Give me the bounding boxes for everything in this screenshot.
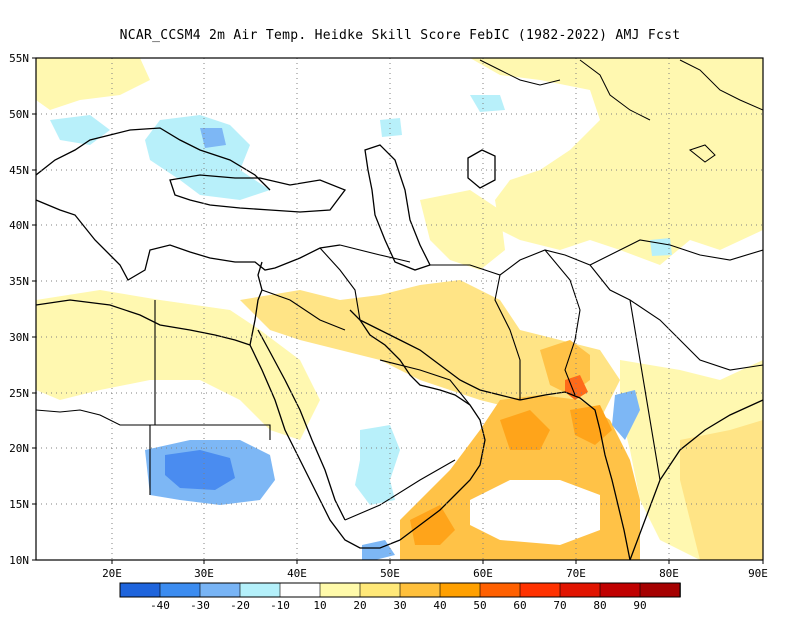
lon-label: 20E <box>102 567 122 580</box>
shade-north-yellow <box>36 58 150 110</box>
colorbar-label: 70 <box>553 599 566 612</box>
lat-label: 20N <box>9 442 29 455</box>
colorbar-label: 40 <box>433 599 446 612</box>
shade-saudi-blue <box>355 425 400 505</box>
shade-misc-blue-3 <box>612 390 640 440</box>
shade-mideast-yellow <box>420 190 505 270</box>
shade-misc-blue-1 <box>470 95 505 112</box>
shade-turkey-deep-blue <box>200 128 226 148</box>
shade-misc-blue-4 <box>380 118 402 137</box>
colorbar-swatch <box>319 582 361 598</box>
lon-label: 90E <box>748 567 768 580</box>
shade-arabian-sea-white <box>470 480 600 545</box>
shade-central-yellow <box>240 280 620 430</box>
lat-label: 30N <box>9 331 29 344</box>
lon-label: 40E <box>287 567 307 580</box>
colorbar-label: 60 <box>513 599 526 612</box>
colorbar-swatch <box>399 582 441 598</box>
lat-label: 40N <box>9 219 29 232</box>
shade-turkey-blue <box>145 115 270 200</box>
lat-label: 15N <box>9 498 29 511</box>
shade-dark-orange-spot-2 <box>410 505 455 545</box>
colorbar-swatch <box>559 582 601 598</box>
colorbar-label: 90 <box>633 599 646 612</box>
colorbar-swatch <box>639 582 681 598</box>
colorbar-swatch <box>199 582 241 598</box>
shade-southwest-yellow <box>36 290 320 440</box>
lon-label: 50E <box>380 567 400 580</box>
colorbar-label: 30 <box>393 599 406 612</box>
tick-marks <box>32 57 764 564</box>
shade-dark-orange-spot-1 <box>500 410 550 450</box>
lon-label: 70E <box>566 567 586 580</box>
colorbar-frame <box>119 582 681 598</box>
lon-label: 60E <box>473 567 493 580</box>
colorbar-swatch <box>479 582 521 598</box>
colorbar-swatch <box>239 582 281 598</box>
colorbar-label: 20 <box>353 599 366 612</box>
lat-label: 25N <box>9 387 29 400</box>
lat-label: 45N <box>9 164 29 177</box>
coastlines <box>36 59 763 560</box>
colorbar-label: -10 <box>270 599 290 612</box>
latitude-labels: 55N 50N 45N 40N 35N 30N 25N 20N 15N 10N <box>9 52 29 567</box>
lon-label: 30E <box>194 567 214 580</box>
colorbar-label: 50 <box>473 599 486 612</box>
colorbar-swatch <box>519 582 561 598</box>
colorbar-label: 10 <box>313 599 326 612</box>
colorbar-swatch <box>359 582 401 598</box>
lat-label: 55N <box>9 52 29 65</box>
shade-northeast-yellow <box>470 58 763 265</box>
graticule <box>36 58 763 560</box>
colorbar-swatch <box>599 582 641 598</box>
skill-score-shading <box>36 58 763 560</box>
shade-sudan-deep-blue <box>165 450 235 490</box>
lon-label: 80E <box>659 567 679 580</box>
colorbar-swatch <box>439 582 481 598</box>
longitude-labels: 20E 30E 40E 50E 60E 70E 80E 90E <box>102 567 768 580</box>
lat-label: 35N <box>9 275 29 288</box>
shade-india-orange <box>680 420 763 560</box>
colorbar-label: -20 <box>230 599 250 612</box>
lat-label: 10N <box>9 554 29 567</box>
colorbar-swatch <box>119 582 161 598</box>
lat-label: 50N <box>9 108 29 121</box>
colorbar: -40 -30 -20 -10 10 20 30 40 50 60 70 80 … <box>119 582 681 612</box>
colorbar-label: -30 <box>190 599 210 612</box>
colorbar-swatch <box>279 582 321 598</box>
colorbar-swatch <box>159 582 201 598</box>
map-frame <box>35 57 764 561</box>
shade-northwest-blue <box>50 115 110 145</box>
map-title: NCAR_CCSM4 2m Air Temp. Heidke Skill Sco… <box>119 28 681 43</box>
colorbar-label: -40 <box>150 599 170 612</box>
colorbar-label: 80 <box>593 599 606 612</box>
